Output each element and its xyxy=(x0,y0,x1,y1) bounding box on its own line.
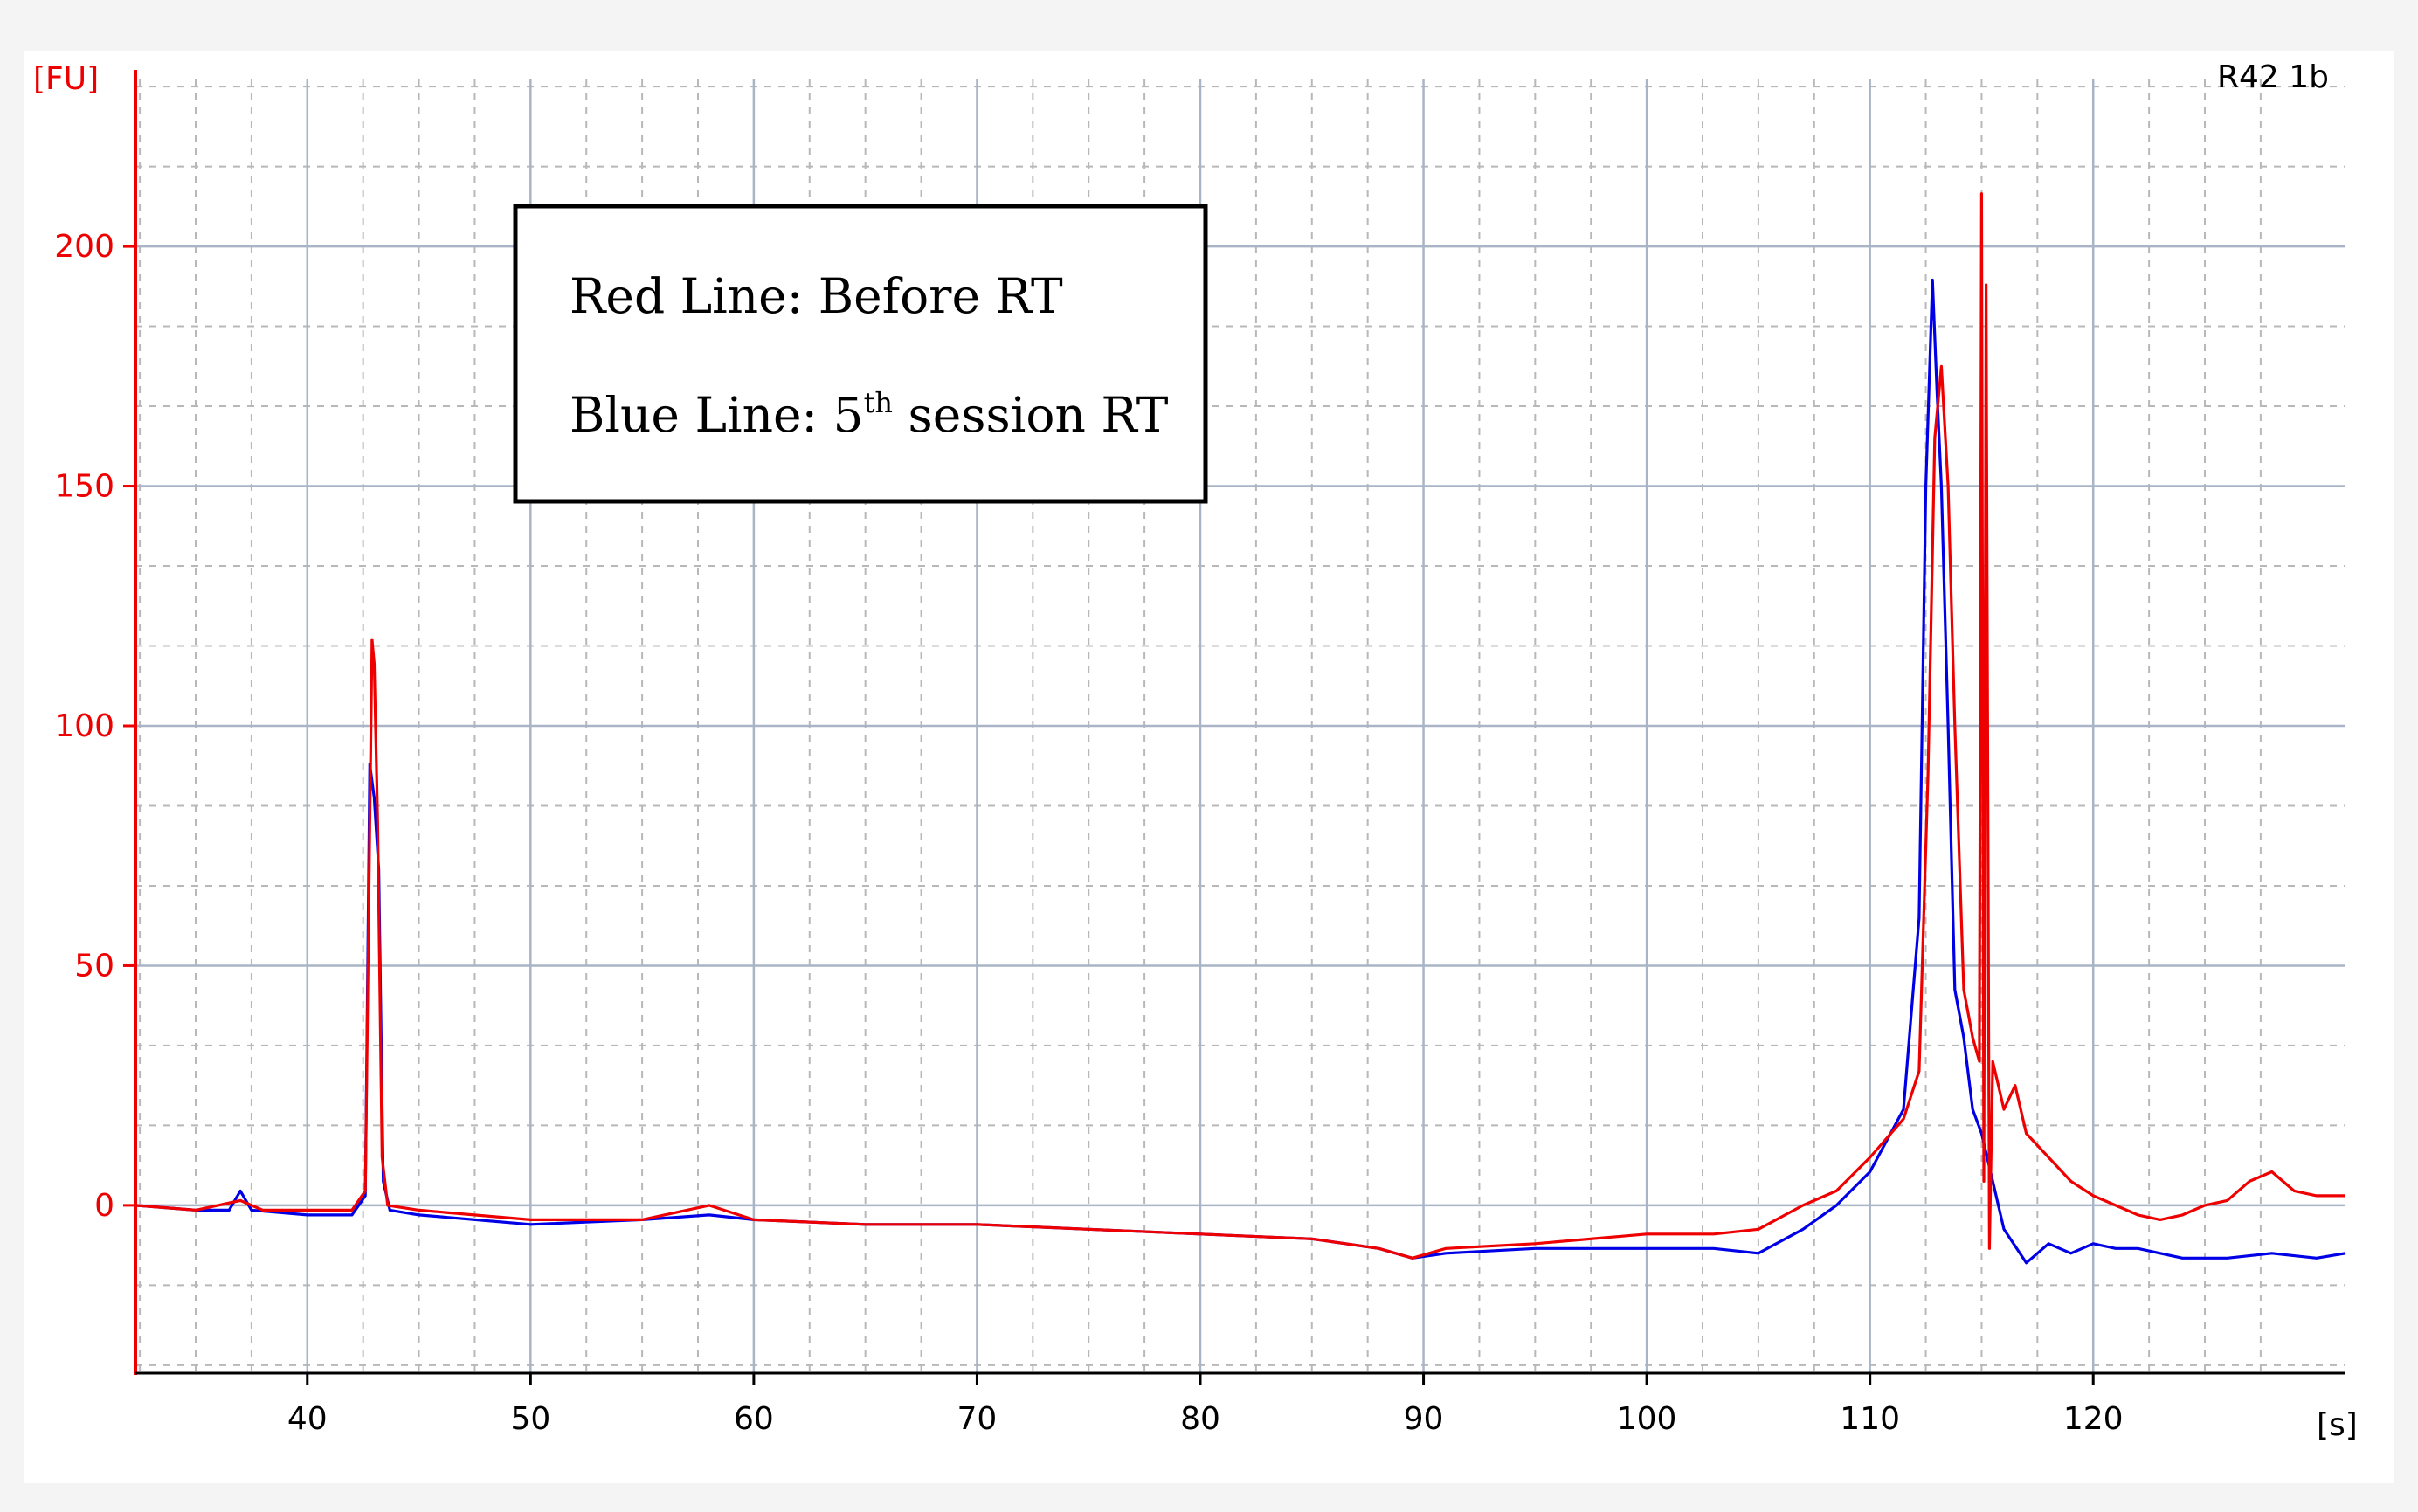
x-tick-label: 120 xyxy=(2063,1401,2124,1437)
legend-entry-blue-text-after: session RT xyxy=(893,387,1169,443)
x-unit-label: [s] xyxy=(2317,1407,2358,1443)
legend-box: Red Line: Before RT Blue Line: 5th sessi… xyxy=(513,204,1208,504)
x-tick-label: 100 xyxy=(1617,1401,1677,1437)
axes-layer xyxy=(123,70,2345,1385)
x-tick-label: 80 xyxy=(1180,1401,1220,1437)
x-tick-label: 110 xyxy=(1840,1401,1900,1437)
y-unit-label: [FU] xyxy=(33,61,99,97)
legend-entry-red: Red Line: Before RT xyxy=(570,268,1063,324)
y-tick-label: 100 xyxy=(54,708,114,744)
legend-entry-red-text: Red Line: Before RT xyxy=(570,268,1063,324)
x-tick-label: 90 xyxy=(1404,1401,1444,1437)
y-tick-label: 0 xyxy=(94,1188,114,1224)
series-line-blue xyxy=(135,278,2346,1265)
legend-entry-blue-sup: th xyxy=(864,386,893,419)
x-tick-label: 70 xyxy=(957,1401,998,1437)
tick-labels: 0 50 100 150 200 40 50 60 70 80 90 100 110 120 xyxy=(54,229,2123,1437)
major-grid xyxy=(135,79,2345,1373)
y-tick-label: 200 xyxy=(54,229,114,265)
x-tick-label: 40 xyxy=(287,1401,328,1437)
legend-border xyxy=(513,204,1208,504)
x-tick-label: 50 xyxy=(510,1401,550,1437)
legend-entry-blue-text-before: Blue Line: 5 xyxy=(570,387,864,443)
sample-label: R42 1b xyxy=(2217,59,2329,95)
x-tick-label: 60 xyxy=(734,1401,774,1437)
y-tick-label: 150 xyxy=(54,469,114,505)
y-tick-label: 50 xyxy=(74,948,114,984)
series-layer xyxy=(135,192,2346,1265)
series-line-red xyxy=(135,192,2345,1260)
legend-entry-blue: Blue Line: 5th session RT xyxy=(570,386,1169,443)
